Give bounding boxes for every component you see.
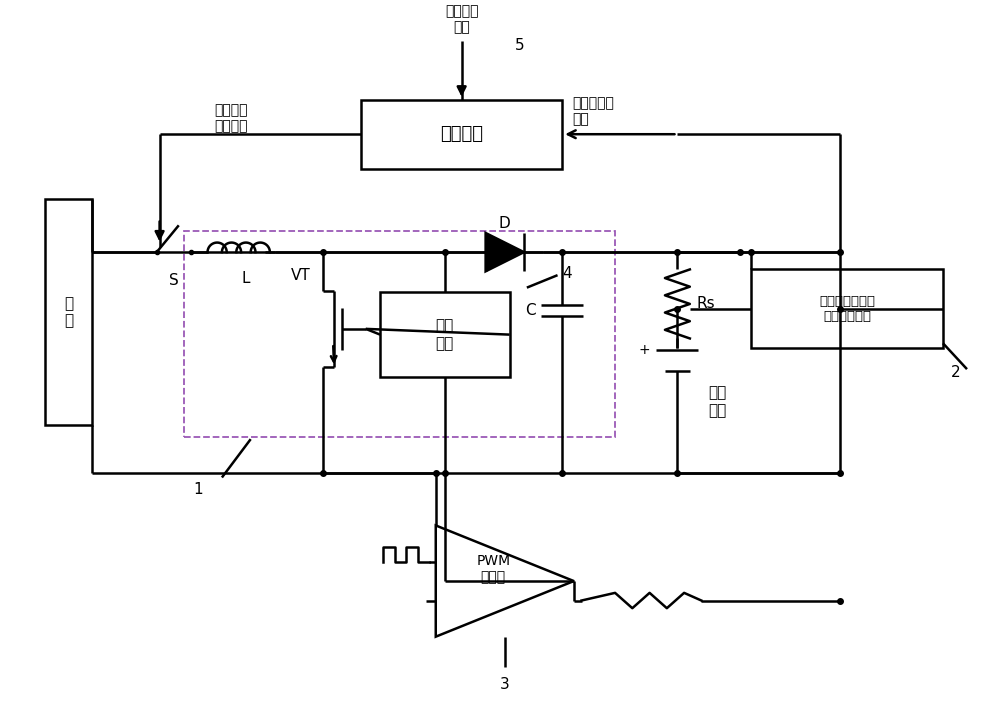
Text: 4: 4 xyxy=(562,266,572,281)
Text: VT: VT xyxy=(291,268,311,283)
Text: Rs: Rs xyxy=(697,297,715,312)
Text: 5: 5 xyxy=(514,38,524,53)
Bar xyxy=(751,269,943,348)
Text: 2: 2 xyxy=(951,364,960,379)
Text: S: S xyxy=(169,274,179,288)
Bar xyxy=(184,231,615,437)
Text: D: D xyxy=(499,216,511,231)
Text: 1: 1 xyxy=(193,482,203,498)
Text: 蓄电
池组: 蓄电 池组 xyxy=(708,385,726,418)
Text: L: L xyxy=(242,271,250,287)
Bar xyxy=(361,99,562,168)
Text: +: + xyxy=(639,343,651,357)
Text: 温度与电压
监测: 温度与电压 监测 xyxy=(572,96,614,127)
Bar xyxy=(45,199,92,425)
Text: 控制单元: 控制单元 xyxy=(440,125,483,143)
Text: 3: 3 xyxy=(500,677,510,692)
Text: 电压与电流采样
反馈控制单元: 电压与电流采样 反馈控制单元 xyxy=(819,294,875,323)
Text: 驱动
电路: 驱动 电路 xyxy=(436,318,454,351)
Text: C: C xyxy=(525,303,535,318)
Text: PWM
控制元: PWM 控制元 xyxy=(476,554,510,585)
Polygon shape xyxy=(486,233,524,271)
Text: 充电使能
信号: 充电使能 信号 xyxy=(445,4,478,35)
Text: 母
线: 母 线 xyxy=(64,296,73,328)
Bar xyxy=(380,292,510,377)
Text: 充电电路
通断信号: 充电电路 通断信号 xyxy=(215,103,248,133)
